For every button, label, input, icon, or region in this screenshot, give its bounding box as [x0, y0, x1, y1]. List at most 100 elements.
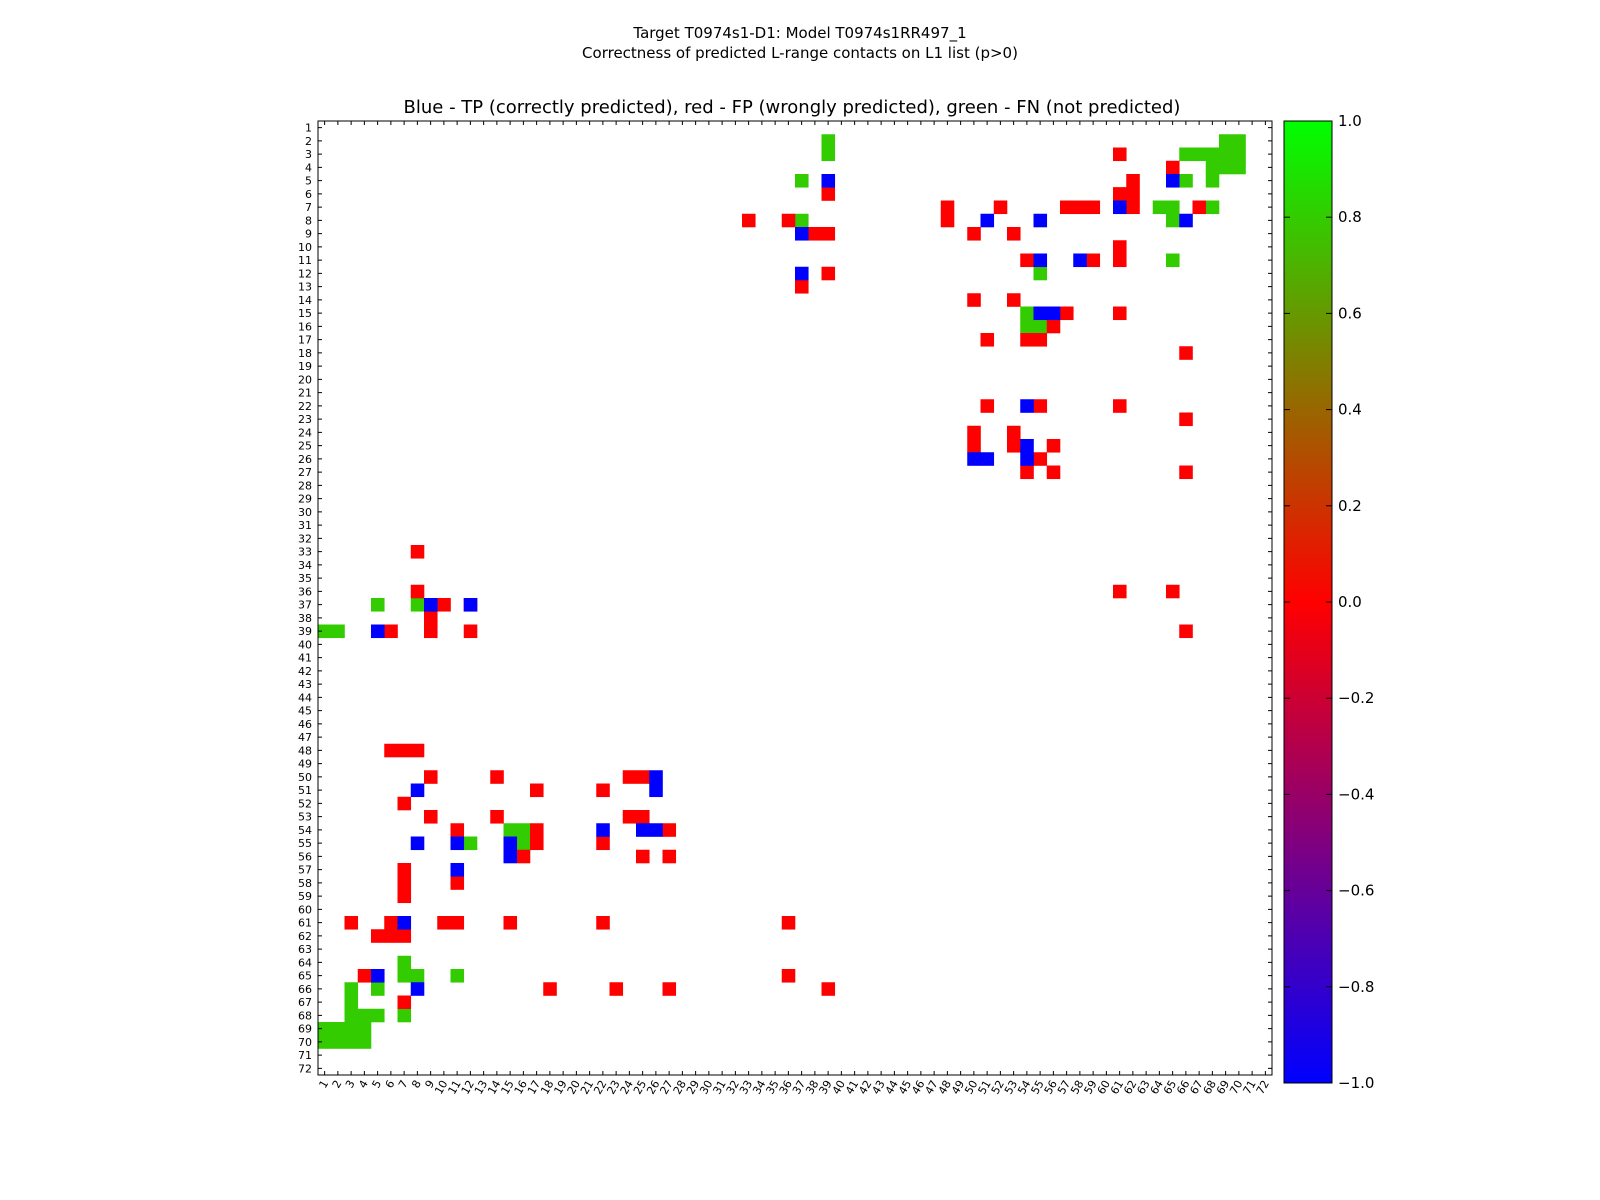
- fp-cell: [410, 584, 425, 599]
- y-tick-label: 51: [298, 784, 312, 797]
- fp-cell: [1113, 584, 1127, 599]
- fp-cell: [1020, 465, 1034, 480]
- y-tick-label: 53: [298, 811, 312, 824]
- tp-cell: [980, 213, 995, 228]
- tp-cell: [649, 770, 663, 784]
- suptitle-line1: Target T0974s1-D1: Model T0974s1RR497_1: [632, 24, 966, 43]
- y-tick-label: 31: [298, 519, 312, 532]
- fp-cell: [781, 213, 796, 228]
- x-tick-label: 42: [856, 1078, 874, 1097]
- x-tick-label: 54: [1015, 1078, 1033, 1097]
- fp-cell: [384, 743, 398, 758]
- x-tick-label: 49: [949, 1078, 967, 1097]
- y-tick-label: 19: [298, 360, 312, 373]
- x-tick-label: 55: [1028, 1078, 1046, 1097]
- fp-cell: [596, 836, 610, 851]
- y-tick-label: 37: [298, 599, 312, 612]
- tp-cell: [795, 266, 809, 281]
- colorbar-tick-label: 0.2: [1338, 497, 1362, 515]
- fp-cell: [1086, 200, 1101, 215]
- fp-cell: [1126, 200, 1140, 215]
- y-tick-label: 10: [298, 241, 312, 254]
- x-tick-label: 51: [975, 1078, 993, 1097]
- fp-cell: [1113, 253, 1127, 268]
- y-tick-label: 66: [298, 983, 312, 996]
- fn-cell: [1232, 134, 1246, 148]
- fp-cell: [1126, 187, 1140, 201]
- y-tick-label: 49: [298, 758, 312, 771]
- fn-cell: [397, 1008, 412, 1023]
- tp-cell: [795, 227, 809, 241]
- fp-cell: [1086, 253, 1101, 268]
- fp-cell: [596, 916, 610, 930]
- fp-cell: [622, 770, 637, 784]
- y-tick-label: 63: [298, 943, 312, 956]
- fn-cell: [344, 1035, 359, 1049]
- x-tick-label: 24: [618, 1078, 636, 1097]
- x-tick-label: 20: [565, 1078, 583, 1097]
- x-tick-label: 67: [1187, 1078, 1205, 1097]
- fn-cell: [318, 1022, 332, 1036]
- fp-cell: [1007, 439, 1021, 453]
- fp-cell: [940, 213, 955, 228]
- y-tick-label: 1: [305, 122, 312, 135]
- plot-frame: [317, 120, 1273, 1076]
- x-tick-label: 13: [472, 1078, 490, 1097]
- fp-cell: [397, 743, 412, 758]
- y-tick-label: 40: [298, 638, 312, 651]
- fn-cell: [450, 969, 465, 983]
- y-tick-label: 41: [298, 652, 312, 665]
- x-tick-label: 65: [1161, 1078, 1179, 1097]
- fp-cell: [1033, 452, 1048, 466]
- y-tick-label: 47: [298, 731, 312, 744]
- fp-cell: [967, 293, 981, 307]
- y-tick-label: 23: [298, 413, 312, 426]
- tp-cell: [1166, 174, 1180, 188]
- x-tick-label: 41: [843, 1078, 861, 1097]
- fn-cell: [1219, 160, 1233, 175]
- fp-cell: [424, 770, 438, 784]
- fn-cell: [1020, 306, 1034, 321]
- colorbar-tick-label: −0.6: [1338, 882, 1374, 900]
- fn-cell: [397, 955, 412, 970]
- fp-cell: [636, 810, 650, 824]
- fp-cell: [795, 280, 809, 294]
- x-tick-label: 64: [1148, 1078, 1166, 1097]
- x-tick-label: 40: [830, 1078, 848, 1097]
- tp-cell: [424, 598, 438, 612]
- fp-cell: [808, 227, 822, 241]
- y-tick-label: 39: [298, 625, 312, 638]
- fp-cell: [821, 266, 836, 281]
- y-tick-label: 30: [298, 506, 312, 519]
- fp-cell: [503, 916, 518, 930]
- fp-cell: [437, 598, 451, 612]
- x-tick-label: 25: [631, 1078, 649, 1097]
- fp-cell: [490, 770, 504, 784]
- y-tick-label: 22: [298, 400, 312, 413]
- fp-cell: [1179, 346, 1193, 360]
- heatmap-cells: [318, 134, 1246, 1049]
- y-tick-label: 24: [298, 426, 312, 439]
- fn-cell: [1205, 174, 1220, 188]
- fn-cell: [410, 598, 425, 612]
- y-tick-label: 17: [298, 334, 312, 347]
- fn-cell: [516, 836, 531, 851]
- fp-cell: [397, 796, 412, 811]
- x-tick-label: 22: [591, 1078, 609, 1097]
- fp-cell: [437, 916, 451, 930]
- fp-cell: [530, 823, 544, 837]
- y-tick-label: 8: [305, 214, 312, 227]
- tp-cell: [371, 624, 385, 639]
- y-tick-label: 12: [298, 267, 312, 280]
- x-tick-label: 50: [962, 1078, 980, 1097]
- y-tick-label: 20: [298, 373, 312, 386]
- x-tick-label: 34: [750, 1078, 768, 1097]
- y-tick-label: 55: [298, 837, 312, 850]
- x-tick-label: 52: [989, 1078, 1007, 1097]
- x-tick-label: 70: [1227, 1078, 1245, 1097]
- tp-cell: [1020, 399, 1034, 413]
- fp-cell: [384, 916, 398, 930]
- fp-cell: [821, 187, 836, 201]
- tp-cell: [1020, 439, 1034, 453]
